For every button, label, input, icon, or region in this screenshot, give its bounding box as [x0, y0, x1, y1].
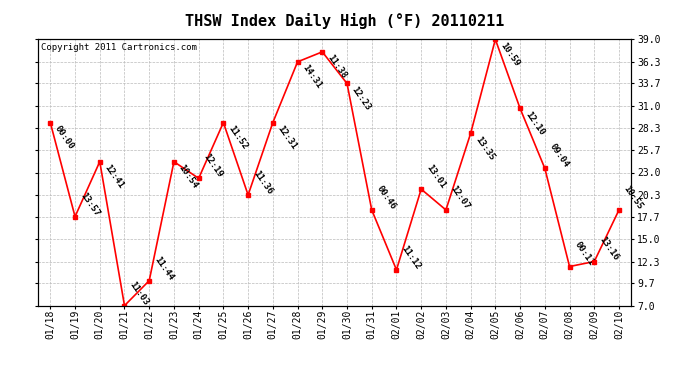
- Text: 00:46: 00:46: [375, 184, 397, 211]
- Text: 12:23: 12:23: [350, 85, 373, 112]
- Text: 14:31: 14:31: [301, 63, 324, 90]
- Text: 11:03: 11:03: [128, 279, 150, 307]
- Text: 13:16: 13:16: [598, 236, 620, 262]
- Text: 10:55: 10:55: [622, 184, 644, 211]
- Text: 12:10: 12:10: [523, 110, 546, 137]
- Text: Copyright 2011 Cartronics.com: Copyright 2011 Cartronics.com: [41, 44, 197, 52]
- Text: 10:59: 10:59: [498, 41, 521, 68]
- Text: 11:52: 11:52: [226, 124, 249, 151]
- Text: 13:35: 13:35: [473, 135, 496, 162]
- Text: 11:38: 11:38: [325, 53, 348, 80]
- Text: 09:04: 09:04: [548, 142, 571, 170]
- Text: 12:19: 12:19: [201, 152, 224, 179]
- Text: 00:00: 00:00: [53, 124, 76, 151]
- Text: 12:31: 12:31: [276, 124, 299, 151]
- Text: 10:54: 10:54: [177, 163, 199, 190]
- Text: 12:07: 12:07: [449, 184, 472, 211]
- Text: 00:11: 00:11: [573, 240, 595, 268]
- Text: 13:01: 13:01: [424, 163, 447, 190]
- Text: 11:12: 11:12: [400, 244, 422, 271]
- Text: 11:44: 11:44: [152, 255, 175, 282]
- Text: 11:36: 11:36: [251, 169, 274, 196]
- Text: 13:57: 13:57: [78, 190, 101, 218]
- Text: 12:41: 12:41: [103, 163, 126, 190]
- Text: THSW Index Daily High (°F) 20110211: THSW Index Daily High (°F) 20110211: [186, 13, 504, 29]
